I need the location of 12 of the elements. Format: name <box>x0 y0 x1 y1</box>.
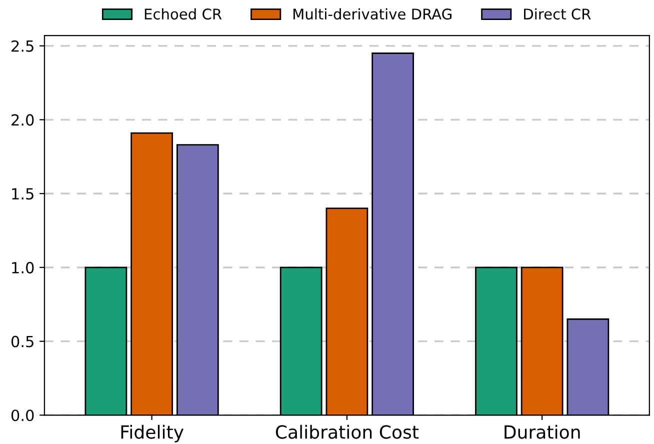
y-tick-label: 1.0 <box>12 262 34 274</box>
x-tick-label: Calibration Cost <box>276 424 419 439</box>
x-tick-label: Fidelity <box>121 424 184 442</box>
y-tick-label: 2.0 <box>12 114 34 126</box>
y-tick-label: 1.5 <box>12 188 34 200</box>
y-tick-label: 0.0 <box>11 410 34 422</box>
y-tick-label: 0.5 <box>11 336 34 348</box>
y-tick-label: 2.5 <box>12 40 34 52</box>
legend-label: Direct CR <box>524 8 591 20</box>
x-tick-label: Duration <box>504 424 580 439</box>
legend-label: Multi-derivative DRAG <box>294 8 452 20</box>
legend-label: Echoed CR <box>144 8 222 20</box>
